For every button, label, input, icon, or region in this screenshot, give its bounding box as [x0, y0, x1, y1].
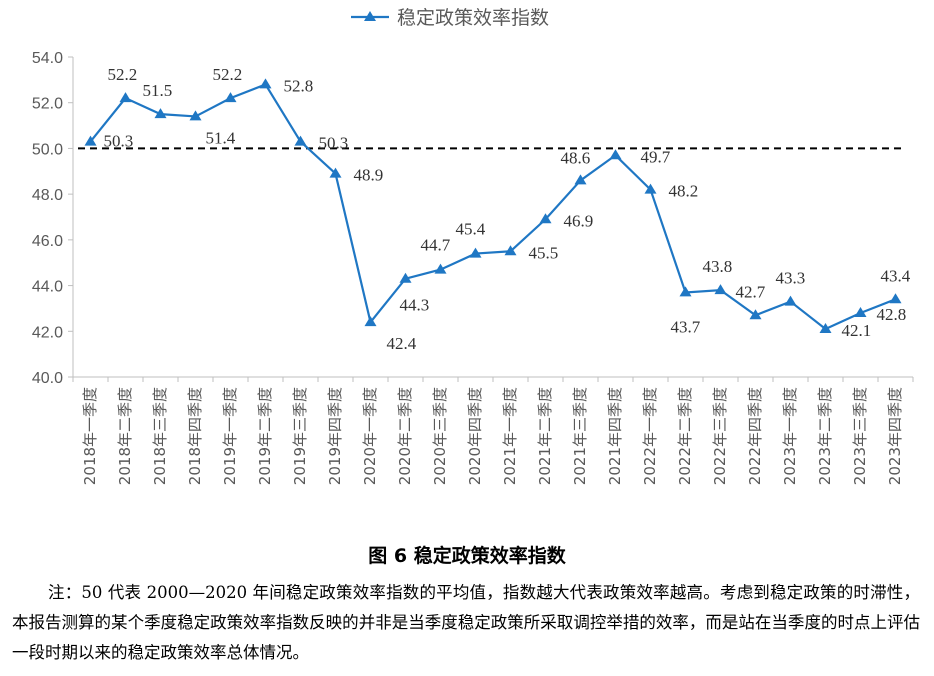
data-point-marker [294, 135, 307, 146]
data-label: 52.8 [284, 76, 314, 95]
data-label: 49.7 [641, 147, 671, 166]
y-tick-labels: 40.0 42.0 44.0 46.0 48.0 50.0 52.0 54.0 [32, 50, 63, 387]
y-tick-label: 54.0 [32, 50, 63, 67]
data-point-marker [889, 293, 902, 304]
data-label: 43.3 [776, 269, 806, 288]
x-tick-label: 2022年三季度 [711, 387, 729, 485]
x-tick-label: 2018年二季度 [116, 387, 134, 485]
x-tick-label: 2023年三季度 [851, 387, 869, 485]
data-label: 44.7 [421, 236, 451, 255]
data-label: 42.4 [387, 334, 417, 353]
x-tick-label: 2018年三季度 [151, 387, 169, 485]
data-label: 48.2 [669, 182, 699, 201]
y-tick-label: 48.0 [32, 187, 63, 204]
data-label: 52.2 [108, 65, 138, 84]
data-label: 43.4 [881, 266, 911, 285]
series-line [89, 83, 896, 331]
data-point-marker [189, 110, 202, 121]
data-label: 46.9 [564, 211, 594, 230]
data-label: 50.3 [104, 132, 134, 151]
x-tick-label: 2022年一季度 [641, 387, 659, 485]
data-label: 45.4 [456, 220, 486, 239]
data-point-marker [399, 272, 412, 283]
data-label: 50.3 [319, 134, 349, 153]
x-tick-label: 2021年三季度 [571, 387, 589, 485]
x-tick-label: 2019年一季度 [221, 387, 239, 485]
data-point-marker [784, 295, 797, 306]
y-tick-label: 50.0 [32, 141, 63, 158]
data-point-marker [714, 284, 727, 295]
data-point-marker [154, 108, 167, 119]
data-label: 42.1 [842, 321, 872, 340]
line-chart: 稳定政策效率指数 50.3 52.2 51.5 51.4 52.2 52.8 50.3 48.… [32, 7, 914, 485]
x-tick-label: 2021年一季度 [501, 387, 519, 485]
data-point-marker [469, 247, 482, 258]
x-tick-label: 2019年二季度 [256, 387, 274, 485]
y-tick-label: 40.0 [32, 370, 63, 387]
data-label: 51.5 [143, 81, 173, 100]
data-point-marker [854, 307, 867, 317]
legend-label: 稳定政策效率指数 [397, 7, 549, 29]
data-point-marker [749, 309, 762, 320]
x-tick-label: 2020年四季度 [466, 387, 484, 485]
data-point-marker [574, 174, 587, 185]
data-point-marker [434, 263, 447, 274]
x-tick-label: 2021年四季度 [606, 387, 624, 485]
x-tick-label: 2018年四季度 [186, 387, 204, 485]
data-label: 42.8 [877, 305, 907, 324]
data-point-marker [539, 213, 552, 224]
legend-triangle-marker [364, 11, 376, 21]
figure-caption: 图 6 稳定政策效率指数 [368, 545, 566, 567]
data-label: 45.5 [529, 243, 559, 262]
data-label: 43.7 [671, 317, 701, 336]
x-tick-label: 2023年四季度 [886, 387, 904, 485]
figure-note: 注：50 代表 2000—2020 年间稳定政策效率指数的平均值，指数越大代表政… [12, 583, 920, 662]
data-point-marker [119, 92, 132, 103]
marker-layer [84, 78, 902, 333]
data-label: 42.7 [736, 282, 766, 301]
x-tick-label: 2020年二季度 [396, 387, 414, 485]
x-tick-label: 2023年一季度 [781, 387, 799, 485]
data-label: 48.9 [354, 166, 384, 185]
data-label: 51.4 [206, 128, 236, 147]
data-point-marker [364, 316, 377, 327]
data-label: 43.8 [703, 257, 733, 276]
x-tick-label: 2019年四季度 [326, 387, 344, 485]
x-tick-labels: 2018年一季度 2018年二季度 2018年三季度 2018年四季度 2019年一季度… [81, 387, 904, 485]
x-tick-label: 2022年二季度 [676, 387, 694, 485]
y-tick-label: 44.0 [32, 279, 63, 296]
data-point-marker [609, 149, 622, 160]
data-point-marker [679, 286, 692, 297]
data-point-marker [819, 323, 832, 333]
x-tick-label: 2023年二季度 [816, 387, 834, 485]
data-point-marker [224, 92, 237, 103]
chart-axes [68, 56, 914, 382]
series-line-layer [89, 83, 896, 331]
data-point-marker [329, 167, 342, 178]
data-label: 52.2 [213, 65, 243, 84]
data-label-layer: 50.3 52.2 51.5 51.4 52.2 52.8 50.3 48.9 42.4 44.3… [104, 65, 911, 353]
data-label: 48.6 [561, 148, 591, 167]
chart-legend: 稳定政策效率指数 [351, 7, 549, 29]
data-point-marker [259, 78, 272, 89]
y-tick-label: 52.0 [32, 96, 63, 113]
x-tick-label: 2020年三季度 [431, 387, 449, 485]
x-tick-label: 2018年一季度 [81, 387, 99, 485]
y-tick-label: 42.0 [32, 324, 63, 341]
data-point-marker [84, 135, 97, 146]
data-point-marker [644, 183, 657, 194]
data-label: 44.3 [400, 296, 430, 315]
x-tick-label: 2021年二季度 [536, 387, 554, 485]
y-tick-label: 46.0 [32, 233, 63, 250]
x-tick-label: 2022年四季度 [746, 387, 764, 485]
x-tick-label: 2020年一季度 [361, 387, 379, 485]
x-tick-label: 2019年三季度 [291, 387, 309, 485]
data-point-marker [504, 245, 517, 256]
